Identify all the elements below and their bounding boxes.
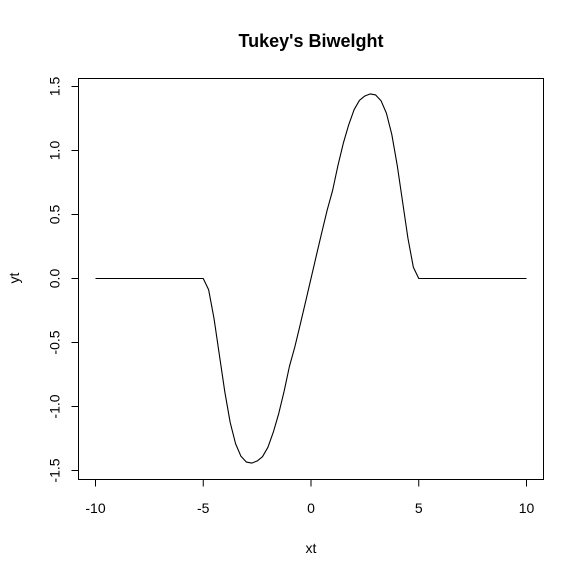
series-line-psi [95, 93, 527, 464]
y-axis-label: yt [6, 272, 22, 283]
x-axis: -10 -5 0 5 10 [85, 479, 535, 516]
y-tick-label: -1.0 [47, 394, 63, 418]
x-tick-label: 10 [519, 500, 535, 516]
x-tick-label: -10 [85, 500, 105, 516]
y-tick-label: 0.0 [47, 269, 63, 289]
chart-title: Tukey's Biwelght [239, 31, 384, 51]
y-tick-label: 1.5 [47, 77, 63, 97]
y-tick-label: -1.5 [47, 458, 63, 482]
y-tick-label: 0.5 [47, 205, 63, 225]
x-tick-label: 0 [307, 500, 315, 516]
x-tick-label: 5 [415, 500, 423, 516]
x-tick-label: -5 [197, 500, 210, 516]
x-axis-label: xt [306, 540, 317, 556]
series-layer [95, 93, 527, 464]
y-axis: -1.5 -1.0 -0.5 0.0 0.5 1.0 1.5 [47, 77, 79, 483]
y-tick-label: -0.5 [47, 330, 63, 354]
y-tick-label: 1.0 [47, 141, 63, 161]
